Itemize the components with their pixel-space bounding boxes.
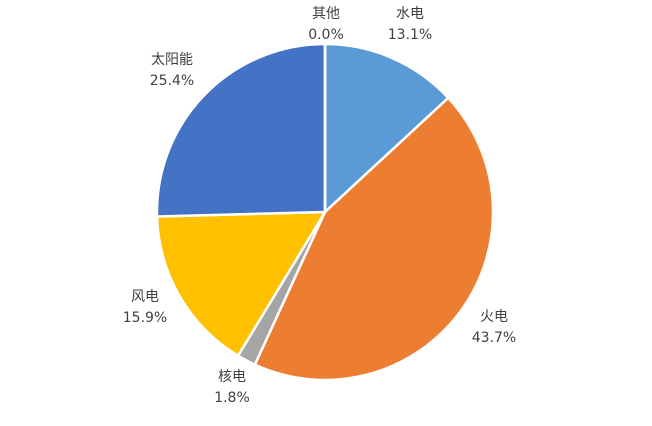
pie-slice-4 — [155, 210, 328, 358]
slice-value-1: 13.1% — [388, 27, 432, 43]
slice-value-3: 1.8% — [214, 390, 250, 406]
pie-slice-2 — [253, 96, 495, 382]
pie-labels: 水电 13.1% 火电 43.7% 核电 1.8% 风电 15.9% 太阳能 25.4% 其他 0.0… — [123, 6, 516, 406]
slice-value-6: 0.0% — [308, 27, 344, 43]
slice-label-3: 核电 — [218, 369, 246, 385]
slice-value-4: 15.9% — [123, 310, 167, 326]
slice-label-5: 太阳能 — [151, 52, 193, 68]
slice-value-5: 25.4% — [150, 73, 194, 89]
slice-label-1: 水电 — [396, 6, 424, 22]
slice-value-2: 43.7% — [472, 330, 516, 346]
pie-slices — [155, 42, 495, 382]
slice-label-4: 风电 — [131, 289, 159, 305]
pie-slice-1 — [323, 42, 451, 215]
pie-slice-5 — [155, 42, 327, 218]
slice-label-6: 其他 — [312, 6, 340, 22]
slice-label-2: 火电 — [480, 309, 508, 325]
